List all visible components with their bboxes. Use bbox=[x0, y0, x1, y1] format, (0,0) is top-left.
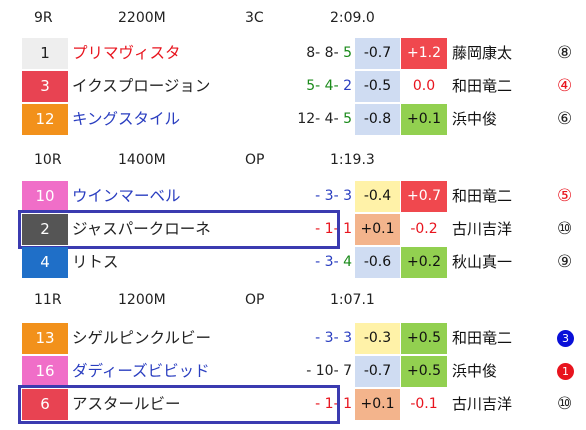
corner-positions: - 1- 1 bbox=[315, 221, 352, 237]
final-corner-position: 5 bbox=[343, 45, 352, 61]
finish-position-badge: ⑩ bbox=[557, 219, 573, 239]
jockey-name: 和田竜二 bbox=[452, 329, 513, 347]
result-row[interactable]: 16 ダディーズビビッド - 10- 7 -0.7 +0.5 浜中俊 1 bbox=[22, 356, 586, 387]
horse-name[interactable]: ウインマーベル bbox=[72, 187, 181, 205]
result-row[interactable]: 1 プリマヴィスタ 8- 8- 5 -0.7 +1.2 藤岡康太 ⑧ bbox=[22, 38, 586, 69]
corner-positions: - 3- 3 bbox=[315, 188, 352, 204]
final-corner-position: 7 bbox=[343, 363, 352, 379]
finish-position-badge: ④ bbox=[557, 76, 573, 96]
race-header-race: 11R bbox=[34, 292, 62, 308]
time-diff-2: +0.1 bbox=[401, 104, 447, 135]
horse-number: 4 bbox=[22, 247, 68, 278]
horse-number: 2 bbox=[22, 214, 68, 245]
finish-position-badge: 1 bbox=[557, 363, 574, 380]
horse-name[interactable]: プリマヴィスタ bbox=[72, 44, 181, 62]
jockey-name: 和田竜二 bbox=[452, 77, 513, 95]
race-header-time: 2:09.0 bbox=[330, 10, 375, 26]
race-header-race: 10R bbox=[34, 152, 62, 168]
horse-name[interactable]: リトス bbox=[72, 253, 119, 271]
final-corner-position: 1 bbox=[343, 396, 352, 412]
highlight-box bbox=[18, 210, 340, 249]
time-diff-2: +0.5 bbox=[401, 323, 447, 354]
result-row[interactable]: 13 シゲルピンクルビー - 3- 3 -0.3 +0.5 和田竜二 3 bbox=[22, 323, 586, 354]
race-header-distance: 2200M bbox=[118, 10, 166, 26]
race-header-distance: 1200M bbox=[118, 292, 166, 308]
race-header-race: 9R bbox=[34, 10, 53, 26]
time-diff-1: -0.4 bbox=[355, 181, 400, 212]
result-row[interactable]: 10 ウインマーベル - 3- 3 -0.4 +0.7 和田竜二 ⑤ bbox=[22, 181, 586, 212]
time-diff-2: +0.2 bbox=[401, 247, 447, 278]
jockey-name: 古川吉洋 bbox=[452, 220, 513, 238]
horse-name[interactable]: アスタールビー bbox=[72, 395, 181, 413]
finish-position-badge: 3 bbox=[557, 330, 574, 347]
result-row[interactable]: 2 ジャスパークローネ - 1- 1 +0.1 -0.2 古川吉洋 ⑩ bbox=[22, 214, 586, 245]
final-corner-position: 5 bbox=[343, 111, 352, 127]
horse-name[interactable]: ダディーズビビッド bbox=[72, 362, 210, 380]
highlight-box bbox=[18, 385, 340, 424]
race-header-time: 1:07.1 bbox=[330, 292, 375, 308]
horse-number: 13 bbox=[22, 323, 68, 354]
time-diff-1: -0.6 bbox=[355, 247, 400, 278]
horse-name[interactable]: キングスタイル bbox=[72, 110, 181, 128]
time-diff-2: -0.1 bbox=[401, 389, 447, 420]
final-corner-position: 3 bbox=[343, 188, 352, 204]
final-corner-position: 2 bbox=[343, 78, 352, 94]
horse-number: 12 bbox=[22, 104, 68, 135]
race-header-cls: OP bbox=[245, 152, 265, 168]
jockey-name: 和田竜二 bbox=[452, 187, 513, 205]
time-diff-1: -0.5 bbox=[355, 71, 400, 102]
jockey-name: 秋山真一 bbox=[452, 253, 513, 271]
jockey-name: 浜中俊 bbox=[452, 362, 498, 380]
corner-positions: - 1- 1 bbox=[315, 396, 352, 412]
corner-positions: 5- 4- 2 bbox=[306, 78, 352, 94]
corner-positions: - 3- 4 bbox=[315, 254, 352, 270]
corner-positions: - 3- 3 bbox=[315, 330, 352, 346]
final-corner-position: 1 bbox=[343, 221, 352, 237]
time-diff-1: -0.7 bbox=[355, 38, 400, 69]
horse-number: 10 bbox=[22, 181, 68, 212]
result-row[interactable]: 12 キングスタイル 12- 4- 5 -0.8 +0.1 浜中俊 ⑥ bbox=[22, 104, 586, 135]
time-diff-2: +0.7 bbox=[401, 181, 447, 212]
race-header-cls: OP bbox=[245, 292, 265, 308]
horse-name[interactable]: イクスプロージョン bbox=[72, 77, 211, 95]
race-header-cls: 3C bbox=[245, 10, 264, 26]
result-row[interactable]: 4 リトス - 3- 4 -0.6 +0.2 秋山真一 ⑨ bbox=[22, 247, 586, 278]
jockey-name: 古川吉洋 bbox=[452, 395, 513, 413]
horse-number: 16 bbox=[22, 356, 68, 387]
time-diff-2: +0.5 bbox=[401, 356, 447, 387]
corner-positions: - 10- 7 bbox=[306, 363, 352, 379]
time-diff-1: +0.1 bbox=[355, 389, 400, 420]
time-diff-1: +0.1 bbox=[355, 214, 400, 245]
time-diff-2: -0.2 bbox=[401, 214, 447, 245]
finish-position-badge: ⑧ bbox=[557, 43, 573, 63]
horse-number: 6 bbox=[22, 389, 68, 420]
time-diff-2: +1.2 bbox=[401, 38, 447, 69]
time-diff-1: -0.3 bbox=[355, 323, 400, 354]
final-corner-position: 3 bbox=[343, 330, 352, 346]
finish-position-badge: ⑤ bbox=[557, 186, 573, 206]
finish-position-badge: ⑩ bbox=[557, 394, 573, 414]
result-row[interactable]: 3 イクスプロージョン 5- 4- 2 -0.5 0.0 和田竜二 ④ bbox=[22, 71, 586, 102]
result-row[interactable]: 6 アスタールビー - 1- 1 +0.1 -0.1 古川吉洋 ⑩ bbox=[22, 389, 586, 420]
corner-positions: 8- 8- 5 bbox=[306, 45, 352, 61]
horse-name[interactable]: ジャスパークローネ bbox=[72, 220, 211, 238]
horse-name[interactable]: シゲルピンクルビー bbox=[72, 329, 212, 347]
time-diff-1: -0.7 bbox=[355, 356, 400, 387]
jockey-name: 浜中俊 bbox=[452, 110, 498, 128]
time-diff-2: 0.0 bbox=[401, 71, 447, 102]
jockey-name: 藤岡康太 bbox=[452, 44, 513, 62]
finish-position-badge: ⑨ bbox=[557, 252, 573, 272]
race-header-distance: 1400M bbox=[118, 152, 166, 168]
race-header-time: 1:19.3 bbox=[330, 152, 375, 168]
final-corner-position: 4 bbox=[343, 254, 352, 270]
horse-number: 1 bbox=[22, 38, 68, 69]
corner-positions: 12- 4- 5 bbox=[297, 111, 352, 127]
finish-position-badge: ⑥ bbox=[557, 109, 573, 129]
time-diff-1: -0.8 bbox=[355, 104, 400, 135]
horse-number: 3 bbox=[22, 71, 68, 102]
